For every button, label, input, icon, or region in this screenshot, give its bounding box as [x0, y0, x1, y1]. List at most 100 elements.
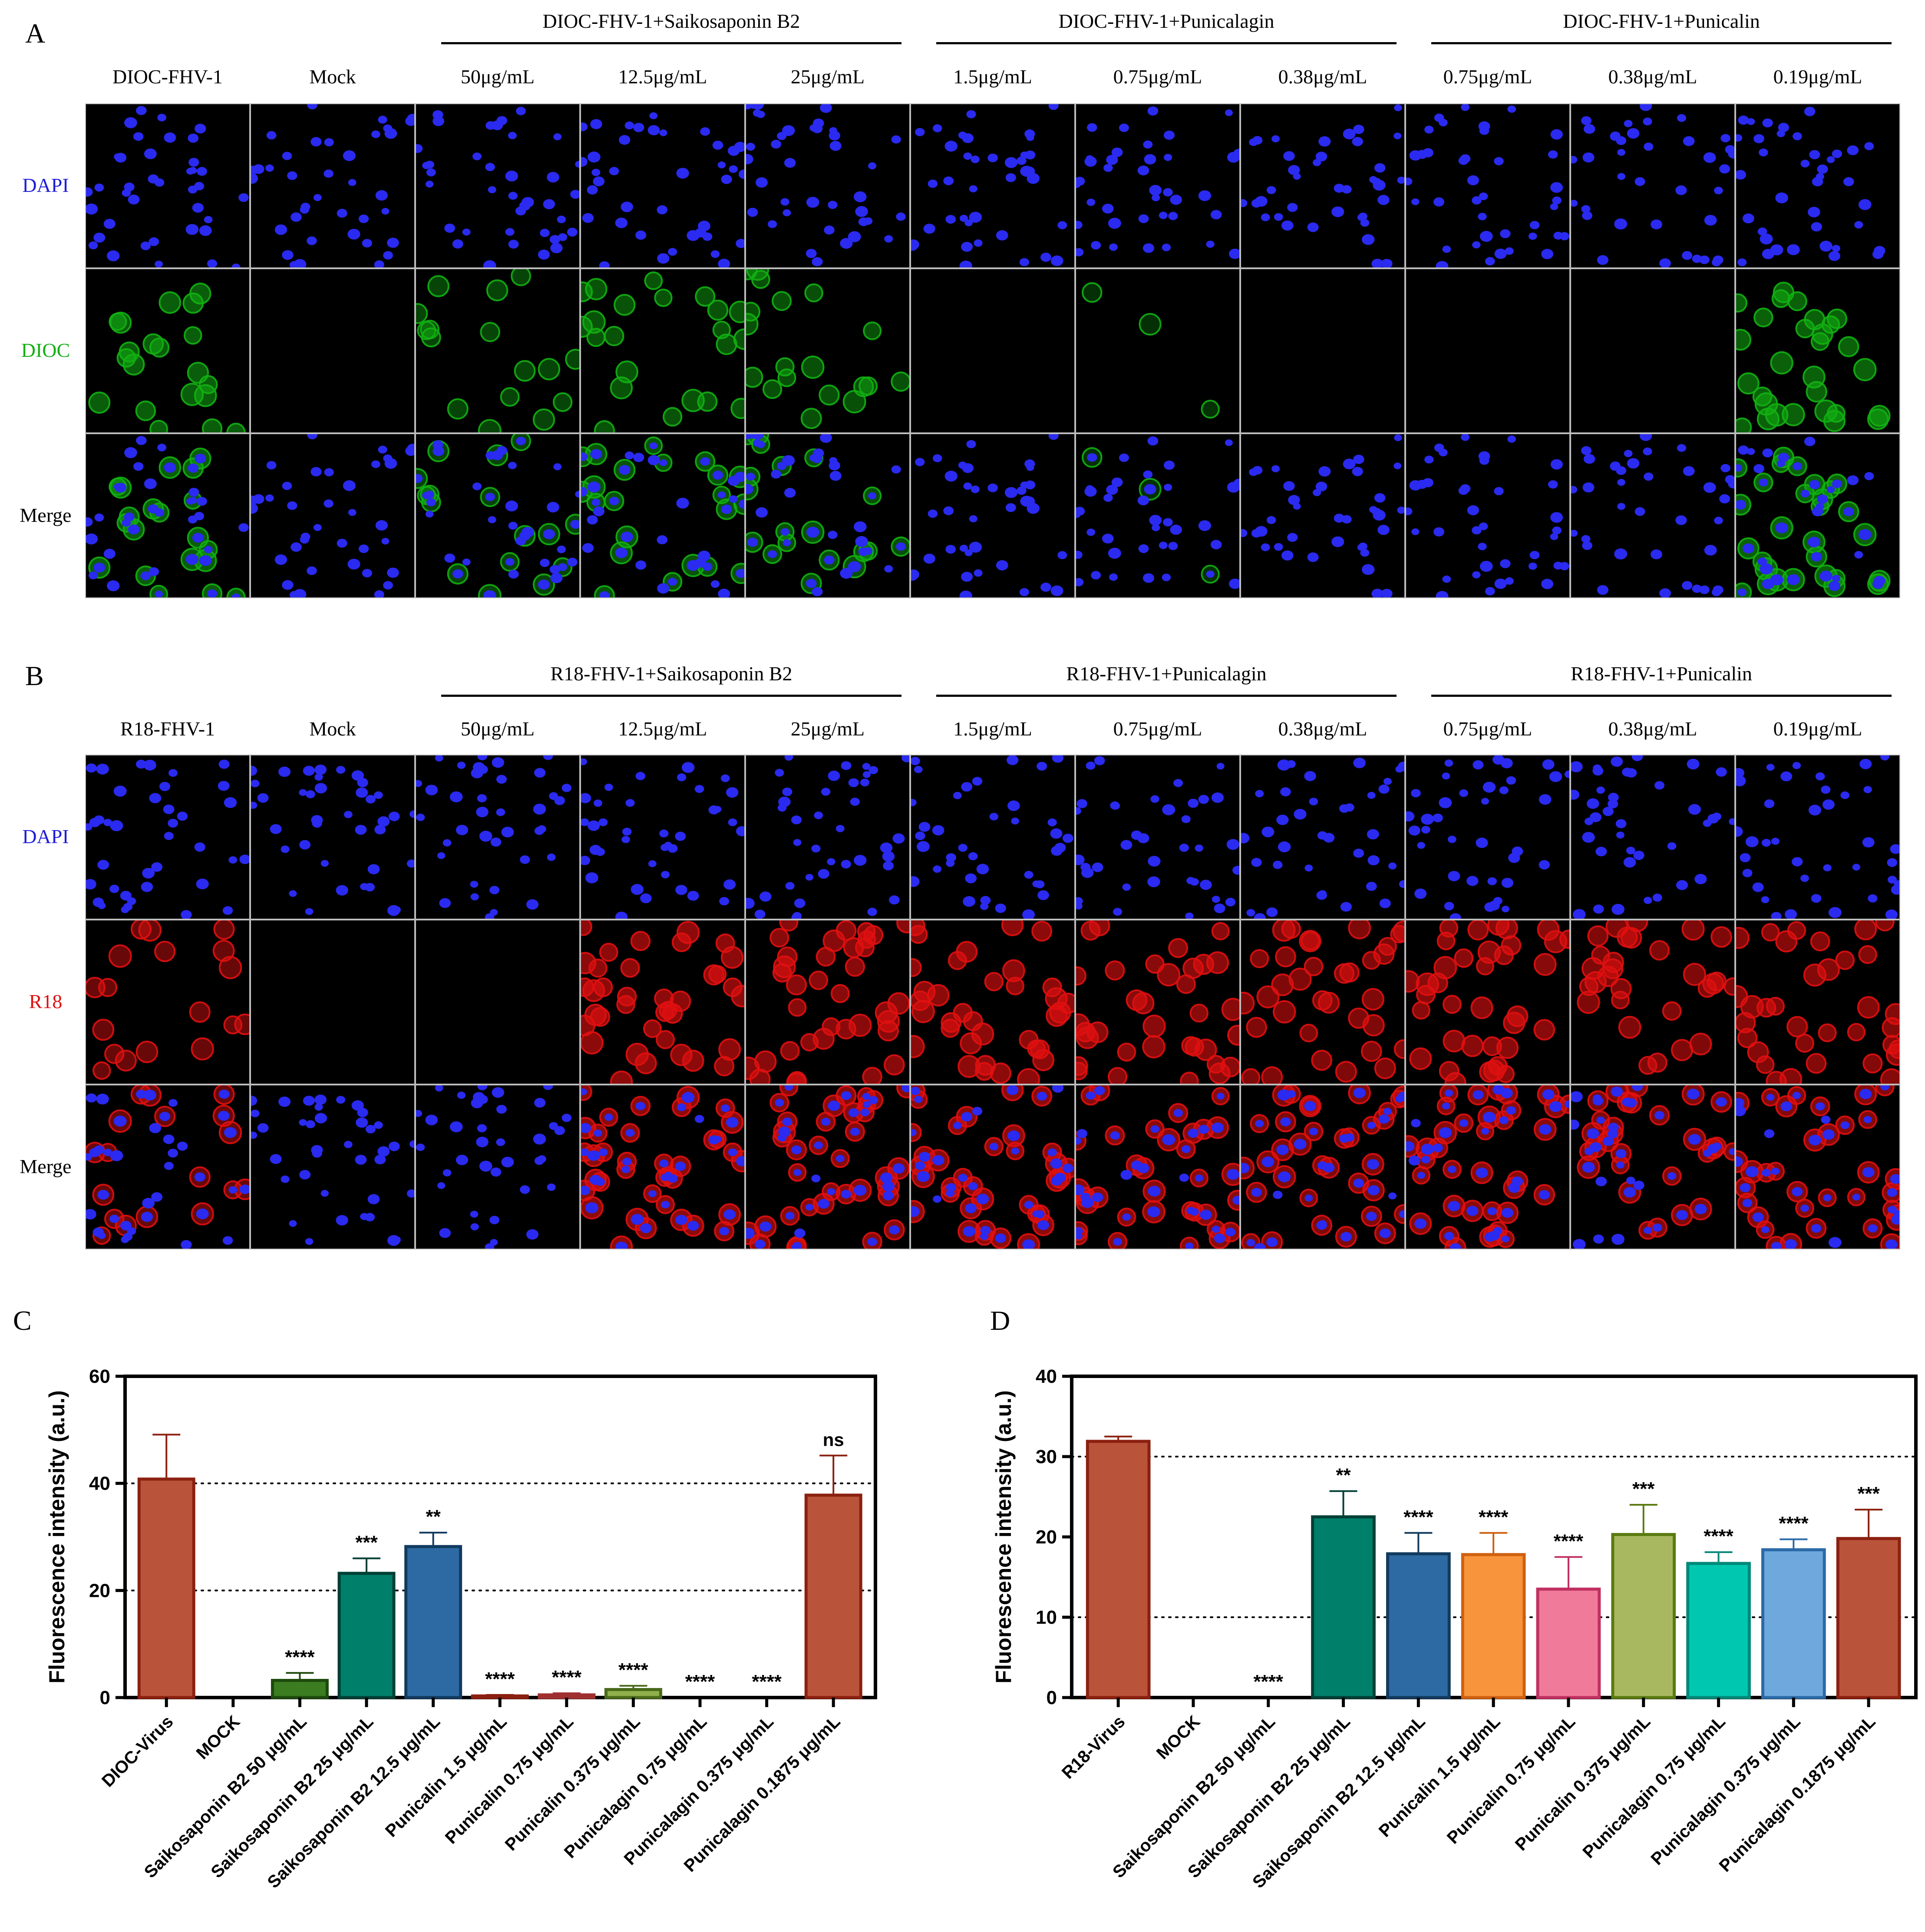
- panel-a-column-label: DIOC-FHV-1: [112, 66, 223, 88]
- significance-label: ****: [618, 1659, 648, 1681]
- panel-b-micrograph-r18: [416, 920, 579, 1084]
- panel-c-letter: C: [13, 1305, 32, 1336]
- panel-b-column-label: R18-FHV-1: [120, 718, 215, 740]
- significance-label: ***: [1857, 1483, 1880, 1504]
- panel-b-micrograph-dapi: [1076, 755, 1239, 919]
- panel-a-column-label: 0.38μg/mL: [1608, 66, 1697, 88]
- significance-label: ****: [485, 1668, 515, 1690]
- panel-b-column-label: Mock: [309, 718, 356, 740]
- panel-a-micrograph-merge: [251, 434, 414, 597]
- x-category-label: MOCK: [193, 1712, 244, 1763]
- significance-label: ***: [355, 1532, 378, 1553]
- panel-b-column-label: 25μg/mL: [790, 718, 865, 740]
- significance-label: **: [1336, 1465, 1351, 1486]
- x-category-label: Saikosaponin B2 25 μg/mL: [1184, 1712, 1354, 1882]
- panel-a-micrograph-dioc: [416, 269, 579, 432]
- panel-b-micrograph-r18: [1076, 920, 1239, 1084]
- panel-b-micrograph-r18: [1241, 920, 1404, 1084]
- significance-label: ns: [823, 1430, 844, 1450]
- panel-b-micrograph-dapi: [1241, 755, 1404, 919]
- panel-a-column-label: 25μg/mL: [790, 66, 865, 88]
- x-category-label: Saikosaponin B2 50 μg/mL: [1109, 1712, 1279, 1882]
- panel-a-micrograph-dapi: [1571, 104, 1734, 267]
- bar: [404, 1545, 462, 1699]
- panel-a-group-underline: [936, 42, 1397, 44]
- panel-d-letter: D: [990, 1305, 1010, 1336]
- significance-label: ****: [1779, 1513, 1809, 1534]
- bar-chart-svg: 0 10 20 30 40 Fluorescence intensity (a.u.) R1…: [991, 1366, 1918, 1892]
- panel-a-micrograph-dioc: [1736, 269, 1899, 432]
- panel-a-micrograph-merge: [1241, 434, 1404, 597]
- panel-b-micrograph-merge: [1406, 1085, 1569, 1249]
- panel-b-micrograph-dapi: [1406, 755, 1569, 919]
- panel-b-row-label-dapi: DAPI: [22, 825, 69, 847]
- panel-b-micrograph-dapi: [416, 755, 579, 919]
- panel-b-column-label: 0.38μg/mL: [1278, 718, 1367, 740]
- panel-b-micrograph-r18: [1406, 920, 1569, 1084]
- panel-a-micrograph-merge: [416, 434, 579, 597]
- panel-b-micrograph-r18: [581, 920, 744, 1084]
- y-tick-label: 10: [1036, 1607, 1057, 1628]
- bar: [604, 1688, 662, 1699]
- panel-b-group-underline: [1431, 695, 1892, 697]
- panel-a-micrograph-merge: [911, 434, 1074, 597]
- y-tick-label: 0: [1047, 1687, 1057, 1708]
- bar: [1086, 1440, 1151, 1699]
- panel-b-group-underline: [441, 695, 901, 697]
- panel-b-micrograph-r18: [1571, 920, 1734, 1084]
- significance-label: ****: [552, 1667, 582, 1688]
- panel-b-column-label: 1.5μg/mL: [953, 718, 1032, 740]
- panel-b-row-label-merge: Merge: [20, 1155, 72, 1177]
- bar: [1836, 1537, 1901, 1699]
- significance-label: ***: [1632, 1478, 1655, 1500]
- panel-a-row-label-dioc: DIOC: [21, 339, 70, 361]
- panel-a-group-label: DIOC-FHV-1+Saikosaponin B2: [542, 10, 800, 32]
- x-category-label: Punicalagin 0.75 μg/mL: [561, 1712, 710, 1862]
- panel-a-micrograph-merge: [746, 434, 909, 597]
- y-axis-label: Fluorescence intensity (a.u.): [45, 1390, 69, 1683]
- x-category-label: Punicalin 1.5 μg/mL: [1375, 1712, 1504, 1841]
- panel-a-micrograph-dioc: [86, 269, 249, 432]
- panel-b-group-underline: [936, 695, 1397, 697]
- x-category-label: R18-Virus: [1058, 1712, 1129, 1783]
- x-category-label: Punicalin 1.5 μg/mL: [382, 1712, 511, 1841]
- panel-b-micrograph-dapi: [1571, 755, 1734, 919]
- panel-a-column-label: Mock: [309, 66, 356, 88]
- panel-a-micrograph-merge: [86, 434, 249, 597]
- panel-b-column-label: 50μg/mL: [460, 718, 535, 740]
- panel-a-micrograph-dioc: [1241, 269, 1404, 432]
- panel-a-micrograph-merge: [1736, 434, 1899, 597]
- panel-a-micrograph-dapi: [1736, 104, 1899, 267]
- bar: [471, 1694, 529, 1699]
- panel-b-column-label: 12.5μg/mL: [618, 718, 707, 740]
- panel-a-column-label: 0.75μg/mL: [1113, 66, 1202, 88]
- panel-b-micrograph-merge: [1736, 1085, 1899, 1249]
- panel-b-micrograph-merge: [746, 1085, 909, 1249]
- panel-a-micrograph-dapi: [1406, 104, 1569, 267]
- panel-b-micrograph-dapi: [581, 755, 744, 919]
- panel-b-micrograph-dapi: [911, 755, 1074, 919]
- bar: [1386, 1552, 1451, 1699]
- panel-b-micrograph-dapi: [746, 755, 909, 919]
- y-tick-label: 40: [1036, 1366, 1057, 1387]
- panel-b-micrograph-merge: [1571, 1085, 1734, 1249]
- significance-label: ****: [1403, 1507, 1433, 1528]
- x-category-label: Punicalin 0.375 μg/mL: [502, 1712, 644, 1854]
- significance-label: ****: [1479, 1507, 1509, 1528]
- panel-a-micrograph-dapi: [86, 104, 249, 267]
- y-tick-label: 0: [100, 1687, 110, 1708]
- panel-b-micrograph-r18: [86, 920, 249, 1084]
- panel-a-column-label: 0.38μg/mL: [1278, 66, 1367, 88]
- panel-b-micrograph-dapi: [251, 755, 414, 919]
- panel-a-micrograph-merge: [1571, 434, 1734, 597]
- panel-b-micrograph-merge: [416, 1085, 579, 1249]
- panel-b-group-label: R18-FHV-1+Punicalagin: [1066, 663, 1267, 685]
- panel-a-micrograph-dapi: [1241, 104, 1404, 267]
- x-category-label: Punicalagin 0.1875 μg/mL: [1716, 1712, 1879, 1876]
- panel-b-micrograph-merge: [1241, 1085, 1404, 1249]
- panel-a-micrograph-dapi: [416, 104, 579, 267]
- bar: [538, 1693, 596, 1699]
- bar: [1536, 1587, 1601, 1699]
- x-category-label: MOCK: [1153, 1712, 1204, 1763]
- panel-a-micrograph-dioc: [581, 269, 744, 432]
